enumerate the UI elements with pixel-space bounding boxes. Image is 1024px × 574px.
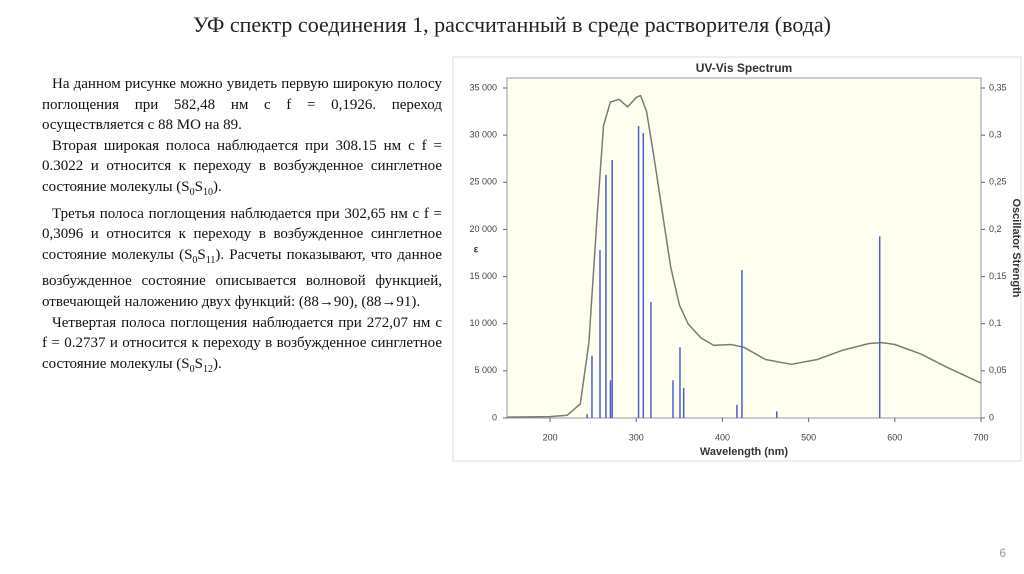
text-run: На данном рисунке можно увидеть первую ш… [42, 76, 442, 134]
text-run: S [197, 246, 206, 263]
y-tick-label: 15 000 [469, 271, 497, 281]
y2-tick-label: 0,15 [989, 271, 1007, 281]
y-tick-label: 10 000 [469, 318, 497, 328]
paragraph: На данном рисунке можно увидеть первую ш… [42, 74, 442, 136]
y2-tick-label: 0 [989, 412, 994, 422]
text-run: S [194, 178, 203, 195]
paragraph: Третья полоса поглощения наблюдается при… [42, 204, 442, 313]
text-run: Вторая широкая полоса наблюдается при 30… [42, 137, 442, 195]
x-tick-label: 700 [973, 432, 988, 442]
y-axis-label: ε [474, 245, 479, 256]
spectrum-line [506, 94, 982, 418]
x-tick-label: 300 [629, 432, 644, 442]
text-run: ). [212, 178, 222, 195]
y2-tick-label: 0,05 [989, 365, 1007, 375]
subscript: 12 [202, 363, 213, 375]
text-run: ). [212, 355, 222, 372]
text-run: Третья полоса поглощения наблюдается при… [42, 205, 442, 263]
x-tick-label: 600 [887, 432, 902, 442]
y-tick-label: 30 000 [469, 130, 497, 140]
subscript: 0 [192, 254, 198, 266]
x-tick-label: 200 [543, 432, 558, 442]
slide-title: УФ спектр соединения 1, рассчитанный в с… [193, 12, 831, 37]
y2-tick-label: 0,1 [989, 318, 1002, 328]
subscript: 11 [205, 254, 216, 266]
x-tick-label: 400 [715, 432, 730, 442]
plot-area [506, 77, 982, 419]
text-run: ). Расчеты показывают, что данное возбуж… [42, 246, 442, 310]
x-axis-label: Wavelength (nm) [700, 446, 789, 458]
subscript: 0 [189, 363, 195, 375]
y-tick-label: 20 000 [469, 224, 497, 234]
y-tick-label: 0 [492, 412, 497, 422]
y2-tick-label: 0,25 [989, 177, 1007, 187]
y-tick-label: 35 000 [469, 82, 497, 92]
text-run: S [194, 355, 203, 372]
chart-title: UV-Vis Spectrum [696, 61, 792, 75]
subscript: 10 [202, 186, 213, 198]
y2-tick-label: 0,35 [989, 82, 1007, 92]
page-number: 6 [999, 546, 1006, 560]
x-tick-label: 500 [801, 432, 816, 442]
text-run: Четвертая полоса поглощения наблюдается … [42, 314, 442, 372]
y-tick-label: 25 000 [469, 177, 497, 187]
y2-tick-label: 0,2 [989, 224, 1002, 234]
y2-axis-label: Oscillator Strength [1010, 198, 1022, 297]
y-tick-label: 5 000 [474, 365, 497, 375]
subscript: 0 [189, 186, 195, 198]
paragraph: Четвертая полоса поглощения наблюдается … [42, 313, 442, 381]
paragraph: Вторая широкая полоса наблюдается при 30… [42, 136, 442, 204]
text-block: На данном рисунке можно увидеть первую ш… [42, 74, 442, 380]
y2-tick-label: 0,3 [989, 130, 1002, 140]
